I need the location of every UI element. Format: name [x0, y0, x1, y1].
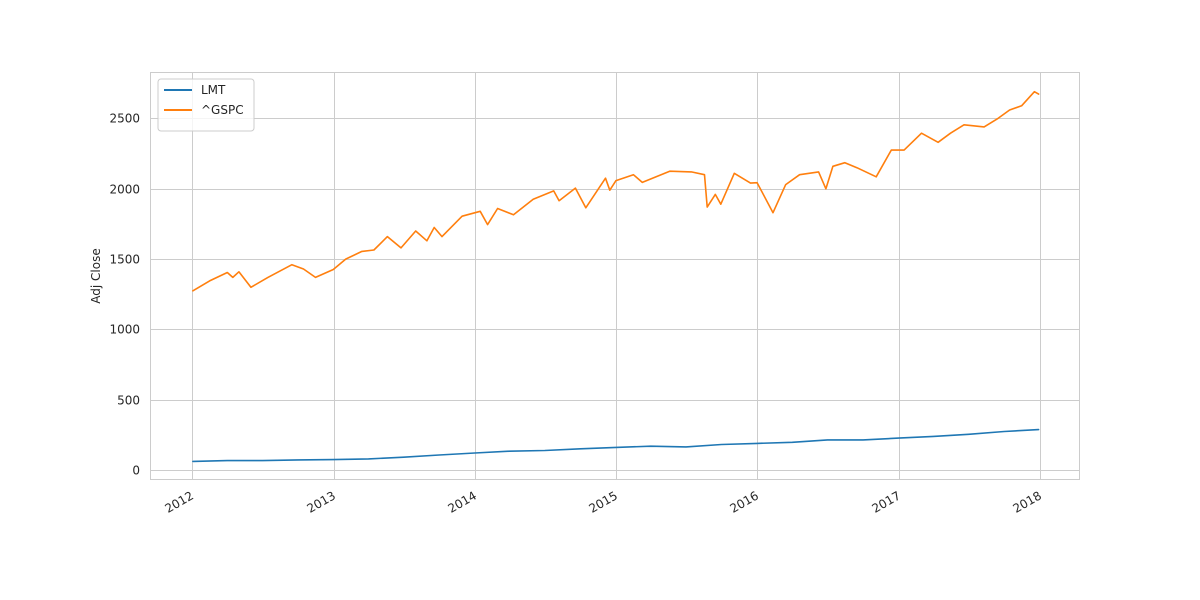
y-tick-label: 2500: [109, 112, 140, 126]
legend: LMT ^GSPC: [157, 78, 255, 132]
y-tick-label: 0: [132, 464, 140, 478]
y-axis-label: Adj Close: [89, 248, 103, 303]
plot-area: [150, 72, 1080, 480]
y-tick-label: 2000: [109, 183, 140, 197]
series-layer: [192, 90, 1040, 463]
y-axis-ticks: 0 500 1000 1500 2000 2500: [109, 112, 140, 478]
legend-label: LMT: [201, 83, 226, 97]
grid-lines: [150, 72, 1080, 480]
y-tick-label: 500: [117, 394, 140, 408]
plot-frame: [150, 72, 1080, 480]
series-line-0: [192, 428, 1040, 463]
legend-label: ^GSPC: [201, 103, 244, 117]
series-line-1: [192, 90, 1040, 292]
legend-box: [157, 78, 255, 132]
y-tick-label: 1000: [109, 323, 140, 337]
y-tick-label: 1500: [109, 253, 140, 267]
